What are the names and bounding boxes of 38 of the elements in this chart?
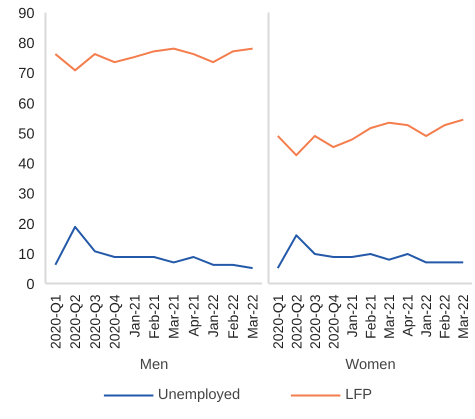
x-tick-label: 2020-Q3 (86, 294, 103, 349)
y-tick-label: 30 (18, 186, 35, 203)
y-tick-label: 70 (18, 66, 35, 82)
x-tick-label: Feb-22 (224, 294, 241, 339)
y-tick-label: 40 (18, 156, 35, 173)
x-tick-label: Jan-21 (126, 294, 142, 338)
x-tick-label: 2020-Q2 (67, 294, 84, 349)
x-tick-label: Feb-21 (362, 294, 378, 339)
y-tick-label: 0 (26, 277, 35, 293)
x-tick-label: 2020-Q3 (306, 294, 323, 349)
x-tick-label: Jan-22 (205, 294, 222, 338)
x-tick-label: 2020-Q1 (270, 294, 286, 349)
x-tick-label: Mar-21 (166, 294, 182, 339)
legend-label: Unemployed (158, 387, 240, 403)
x-axis-title: Men (140, 356, 168, 373)
line-series (54, 226, 254, 270)
x-axis-title: Women (345, 356, 396, 373)
line-series (54, 48, 254, 72)
x-tick-label: Apr-21 (185, 294, 202, 337)
legend-label: LFP (345, 387, 372, 403)
x-tick-label: Apr-21 (400, 294, 416, 337)
x-tick-label: Mar-22 (244, 294, 261, 339)
x-tick-label: Jan-21 (344, 294, 360, 338)
x-tick-label: 2020-Q4 (106, 294, 123, 349)
x-tick-label: Feb-22 (436, 294, 453, 339)
y-tick-label: 90 (18, 6, 35, 22)
y-tick-label: 10 (18, 246, 35, 263)
y-tick-label: 20 (18, 216, 35, 233)
y-tick-label: 50 (18, 126, 35, 142)
x-tick-label: 2020-Q4 (325, 294, 342, 349)
x-tick-label: 2020-Q1 (47, 294, 64, 349)
x-tick-label: Mar-21 (381, 294, 398, 339)
x-tick-label: Mar-22 (455, 294, 472, 339)
y-tick-label: 80 (18, 36, 35, 52)
x-tick-label: 2020-Q2 (288, 294, 304, 349)
x-tick-label: Feb-21 (146, 294, 162, 339)
y-tick-label: 60 (18, 96, 35, 112)
x-tick-label: Jan-22 (418, 294, 434, 338)
